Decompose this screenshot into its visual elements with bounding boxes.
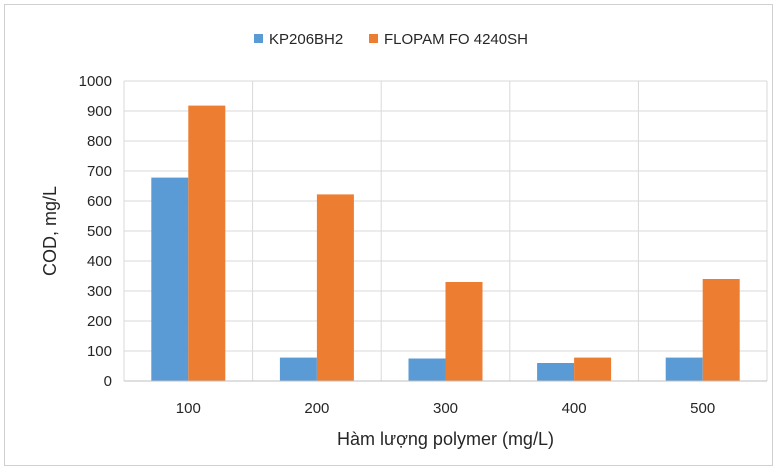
- y-tick-label: 400: [87, 253, 112, 270]
- bar-kp206bh2-300: [408, 358, 446, 381]
- x-tick-label: 100: [176, 400, 201, 417]
- bar-flopam-fo-4240sh-300: [445, 282, 483, 381]
- x-tick-label: 200: [304, 400, 329, 417]
- y-tick-label: 500: [87, 223, 112, 240]
- y-tick-label: 600: [87, 193, 112, 210]
- x-tick-label: 300: [433, 400, 458, 417]
- bar-kp206bh2-200: [279, 357, 317, 381]
- bars-layer: [151, 105, 740, 381]
- y-tick-label: 900: [87, 103, 112, 120]
- y-tick-label: 1000: [79, 73, 112, 90]
- x-tick-label: 500: [690, 400, 715, 417]
- grid-layer: [124, 80, 768, 381]
- y-axis-title: COD, mg/L: [40, 186, 60, 276]
- legend-swatch: [254, 34, 263, 43]
- y-tick-label: 200: [87, 313, 112, 330]
- bar-kp206bh2-500: [665, 357, 703, 381]
- bar-kp206bh2-100: [151, 177, 189, 381]
- y-tick-label: 100: [87, 343, 112, 360]
- x-axis-title: Hàm lượng polymer (mg/L): [337, 429, 554, 449]
- legend: KP206BH2 FLOPAM FO 4240SH: [254, 31, 528, 48]
- y-tick-label: 800: [87, 133, 112, 150]
- bar-kp206bh2-400: [537, 363, 575, 381]
- legend-swatch: [369, 34, 378, 43]
- bar-flopam-fo-4240sh-100: [188, 105, 226, 381]
- legend-label: KP206BH2: [269, 31, 343, 48]
- y-tick-label: 700: [87, 163, 112, 180]
- y-tick-label: 0: [104, 373, 112, 390]
- bar-flopam-fo-4240sh-400: [574, 357, 612, 381]
- bar-flopam-fo-4240sh-200: [316, 194, 354, 381]
- y-tick-label: 300: [87, 283, 112, 300]
- x-tick-label: 400: [562, 400, 587, 417]
- legend-label: FLOPAM FO 4240SH: [384, 31, 528, 48]
- axis-layer: 0 100 200 300 400 500 600 700 800 900 1000 100 200 30…: [79, 73, 767, 417]
- bar-flopam-fo-4240sh-500: [702, 279, 740, 381]
